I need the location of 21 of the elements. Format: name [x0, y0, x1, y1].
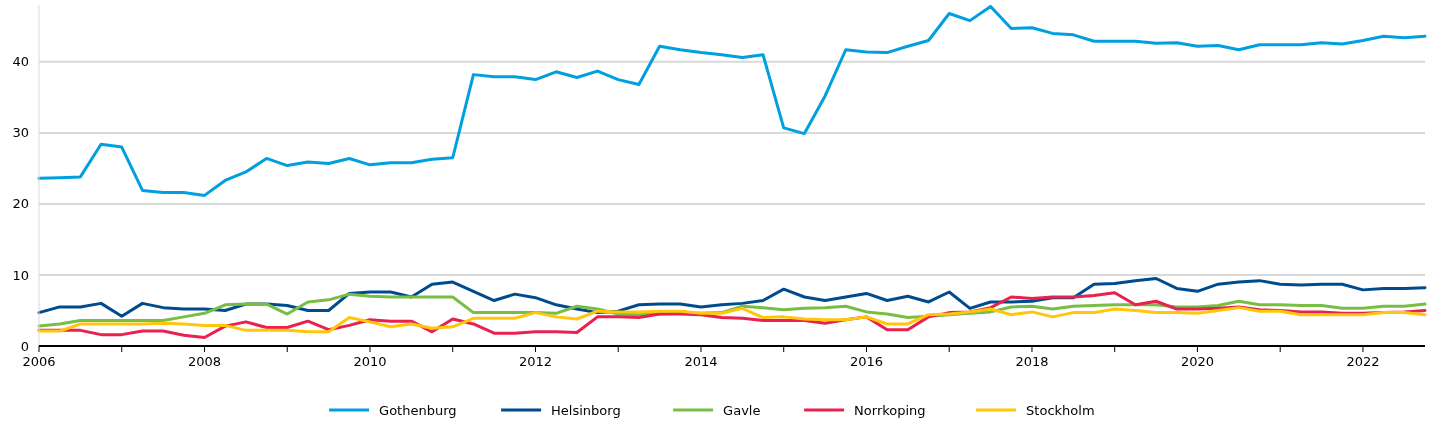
y-tick-label: 30 — [12, 125, 29, 141]
legend-label: Gavle — [723, 402, 761, 418]
line-series — [37, 306, 1427, 334]
y-tick-label: 20 — [12, 196, 29, 212]
x-tick-label: 2016 — [849, 354, 884, 369]
y-tick-label: 10 — [12, 267, 29, 283]
x-tick-label: 2008 — [187, 354, 222, 369]
x-tick-label: 2010 — [353, 354, 387, 369]
x-tick-label: 2018 — [1015, 354, 1049, 369]
x-tick-label: 2012 — [518, 354, 553, 369]
legend-label: Stockholm — [1026, 402, 1095, 418]
y-tick-label: 40 — [12, 54, 29, 70]
x-tick-label: 2014 — [684, 354, 718, 369]
y-tick-label: 0 — [20, 338, 29, 354]
legend-label: Helsinborg — [551, 402, 621, 418]
legend-label: Norrkoping — [854, 402, 926, 418]
line-series — [37, 4, 1427, 197]
legend-label: Gothenburg — [379, 402, 457, 418]
x-tick-label: 2022 — [1346, 354, 1380, 369]
x-tick-label: 2006 — [22, 354, 56, 369]
x-tick-label: 2020 — [1180, 354, 1214, 369]
